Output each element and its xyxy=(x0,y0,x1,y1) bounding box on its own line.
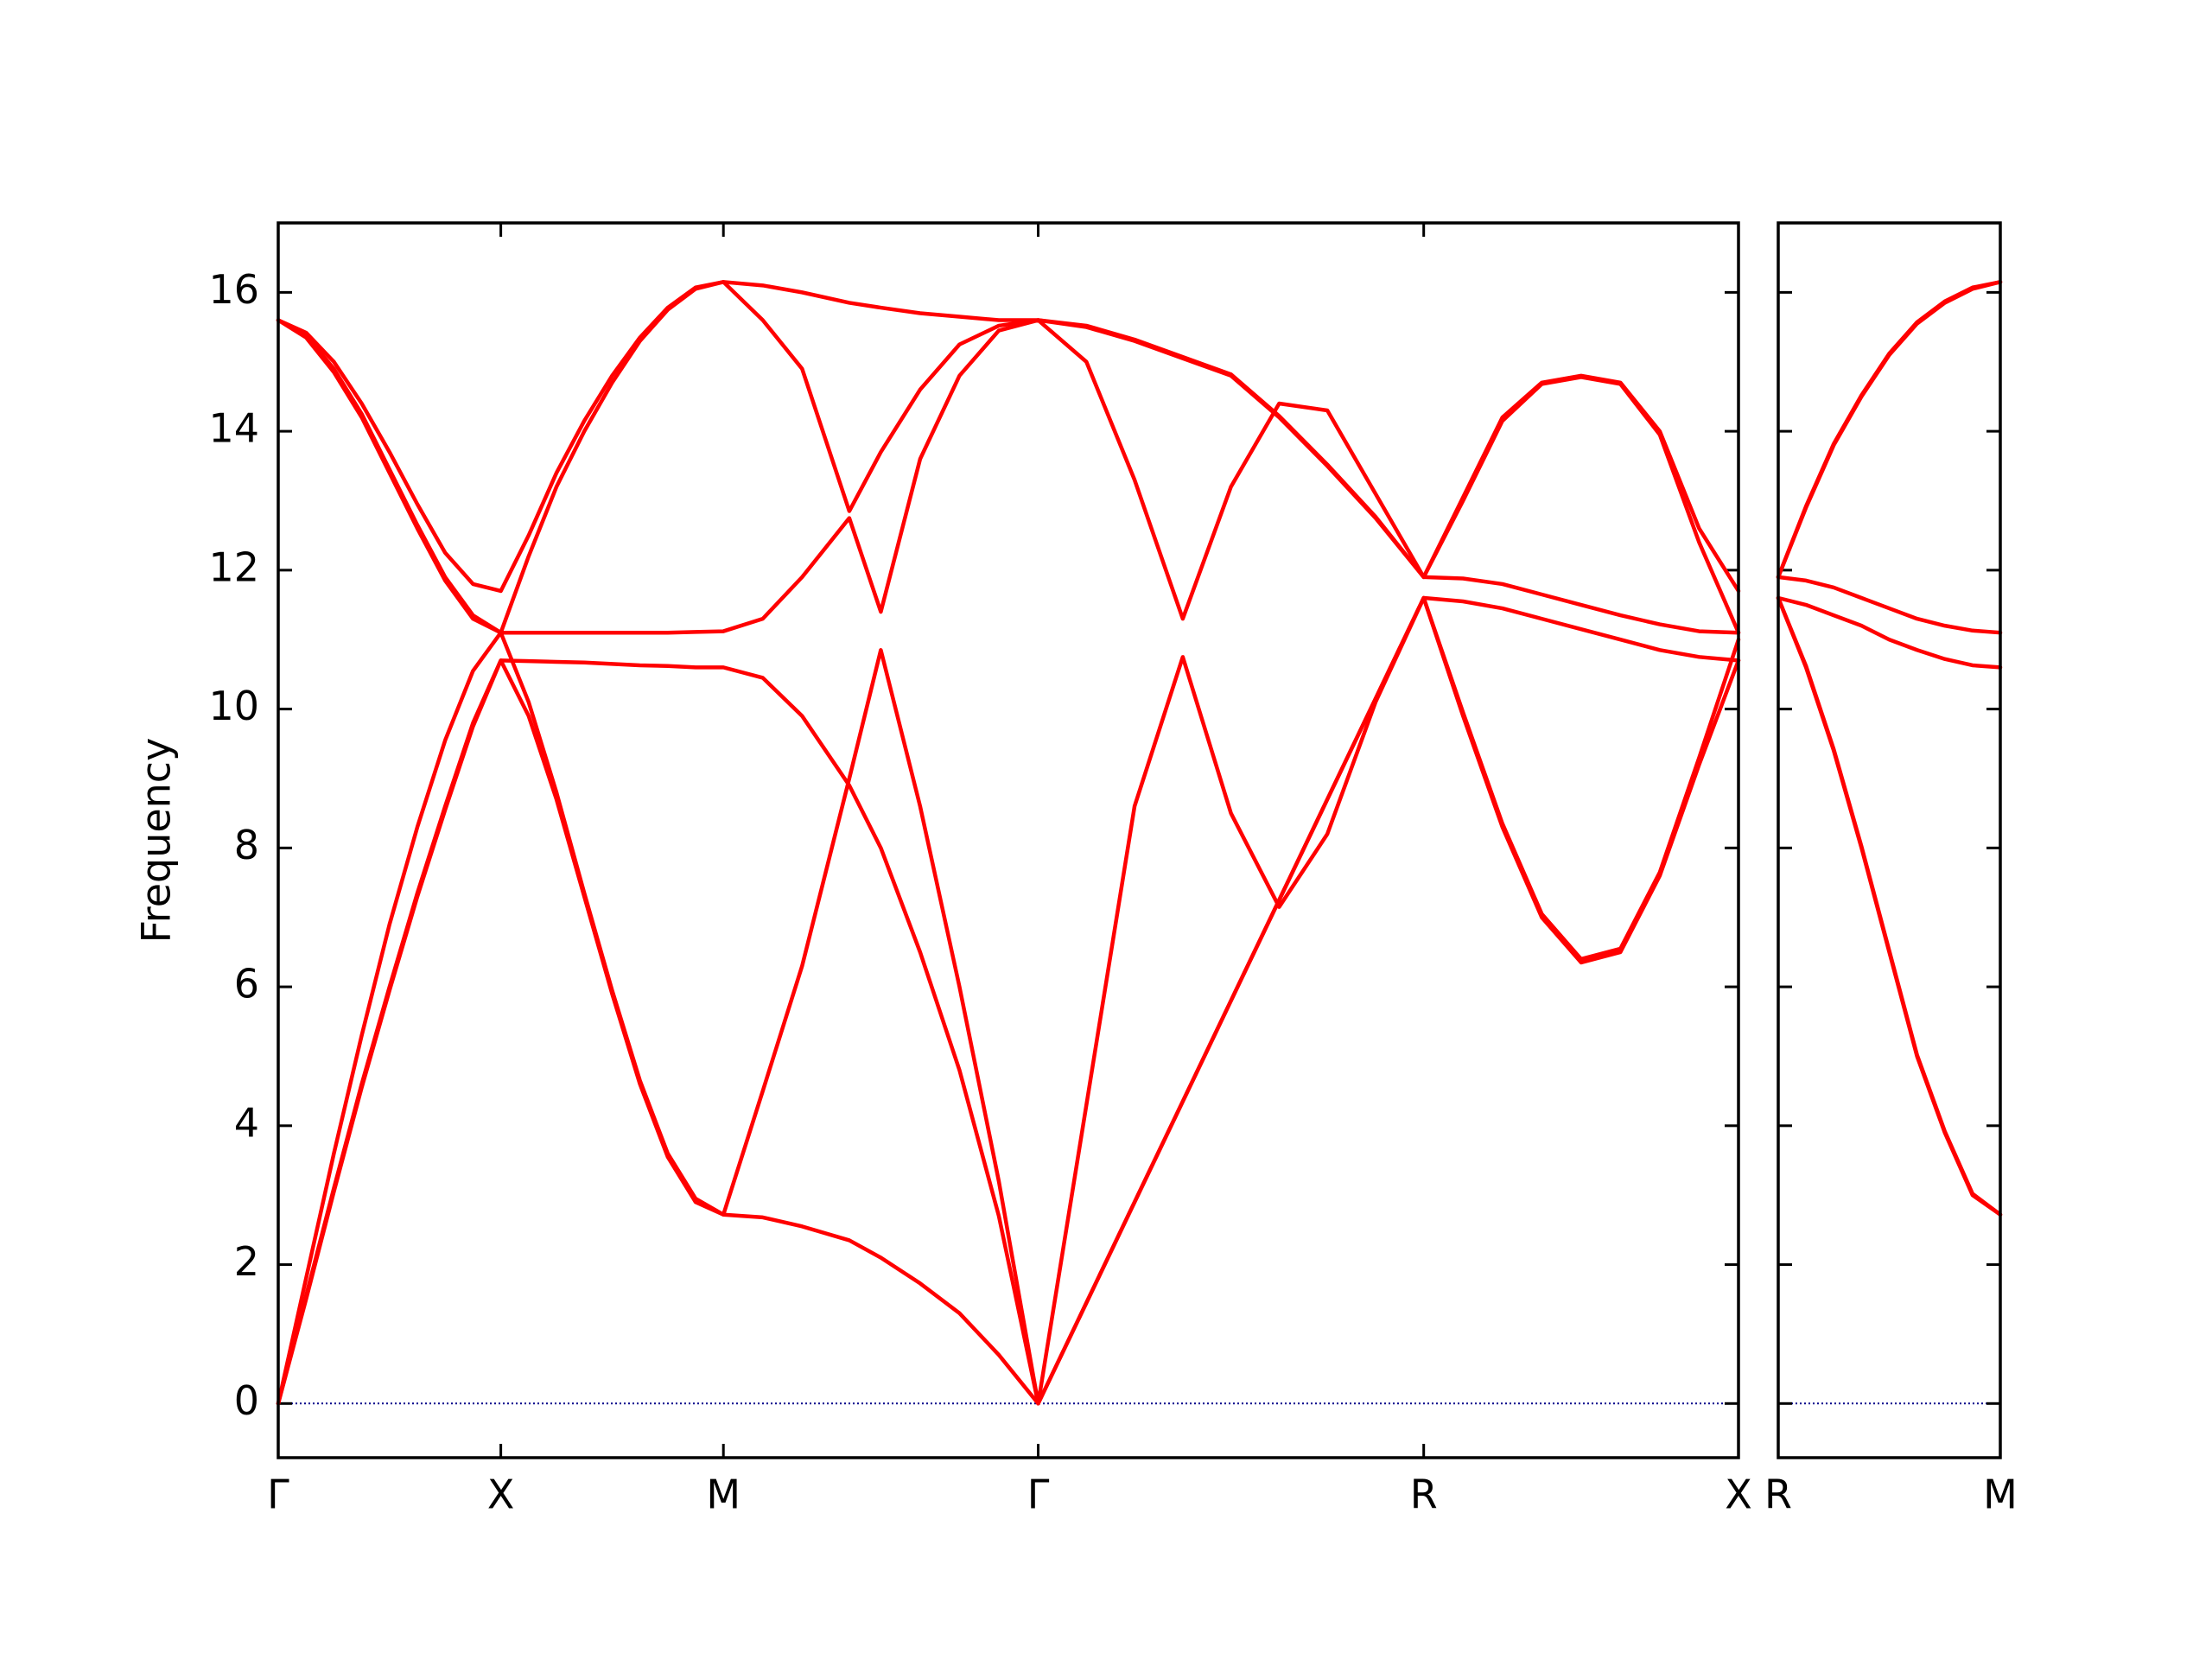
band-line xyxy=(276,280,1741,635)
plot-frame xyxy=(276,221,1740,1459)
band-line xyxy=(1776,280,2003,580)
y-tick-label: 8 xyxy=(234,822,259,868)
y-tick-label: 6 xyxy=(234,961,259,1007)
x-tick-label: M xyxy=(1983,1471,2018,1518)
x-tick-label: M xyxy=(706,1471,741,1518)
y-tick-label: 10 xyxy=(208,683,259,729)
plot-frame xyxy=(1777,221,2002,1459)
y-tick-label: 16 xyxy=(208,266,259,313)
band-line xyxy=(276,280,1741,635)
y-tick-label: 0 xyxy=(234,1377,259,1424)
y-tick-label: 2 xyxy=(234,1238,259,1285)
y-axis-label: Frequency xyxy=(133,738,180,944)
band-line xyxy=(276,595,1741,1406)
band-line xyxy=(1776,595,2003,1217)
y-tick-label: 14 xyxy=(208,405,259,452)
x-tick-label: R xyxy=(1764,1471,1792,1518)
x-tick-label: X xyxy=(487,1471,515,1518)
x-tick-label: X xyxy=(1725,1471,1752,1518)
x-tick-label: R xyxy=(1410,1471,1438,1518)
y-tick-label: 4 xyxy=(234,1099,259,1146)
band-line xyxy=(276,318,1741,1406)
x-tick-label: Γ xyxy=(1027,1471,1050,1518)
y-tick-label: 12 xyxy=(208,543,259,590)
x-tick-label: Γ xyxy=(267,1471,289,1518)
band-line xyxy=(1776,575,2003,635)
band-line xyxy=(1776,595,2003,670)
